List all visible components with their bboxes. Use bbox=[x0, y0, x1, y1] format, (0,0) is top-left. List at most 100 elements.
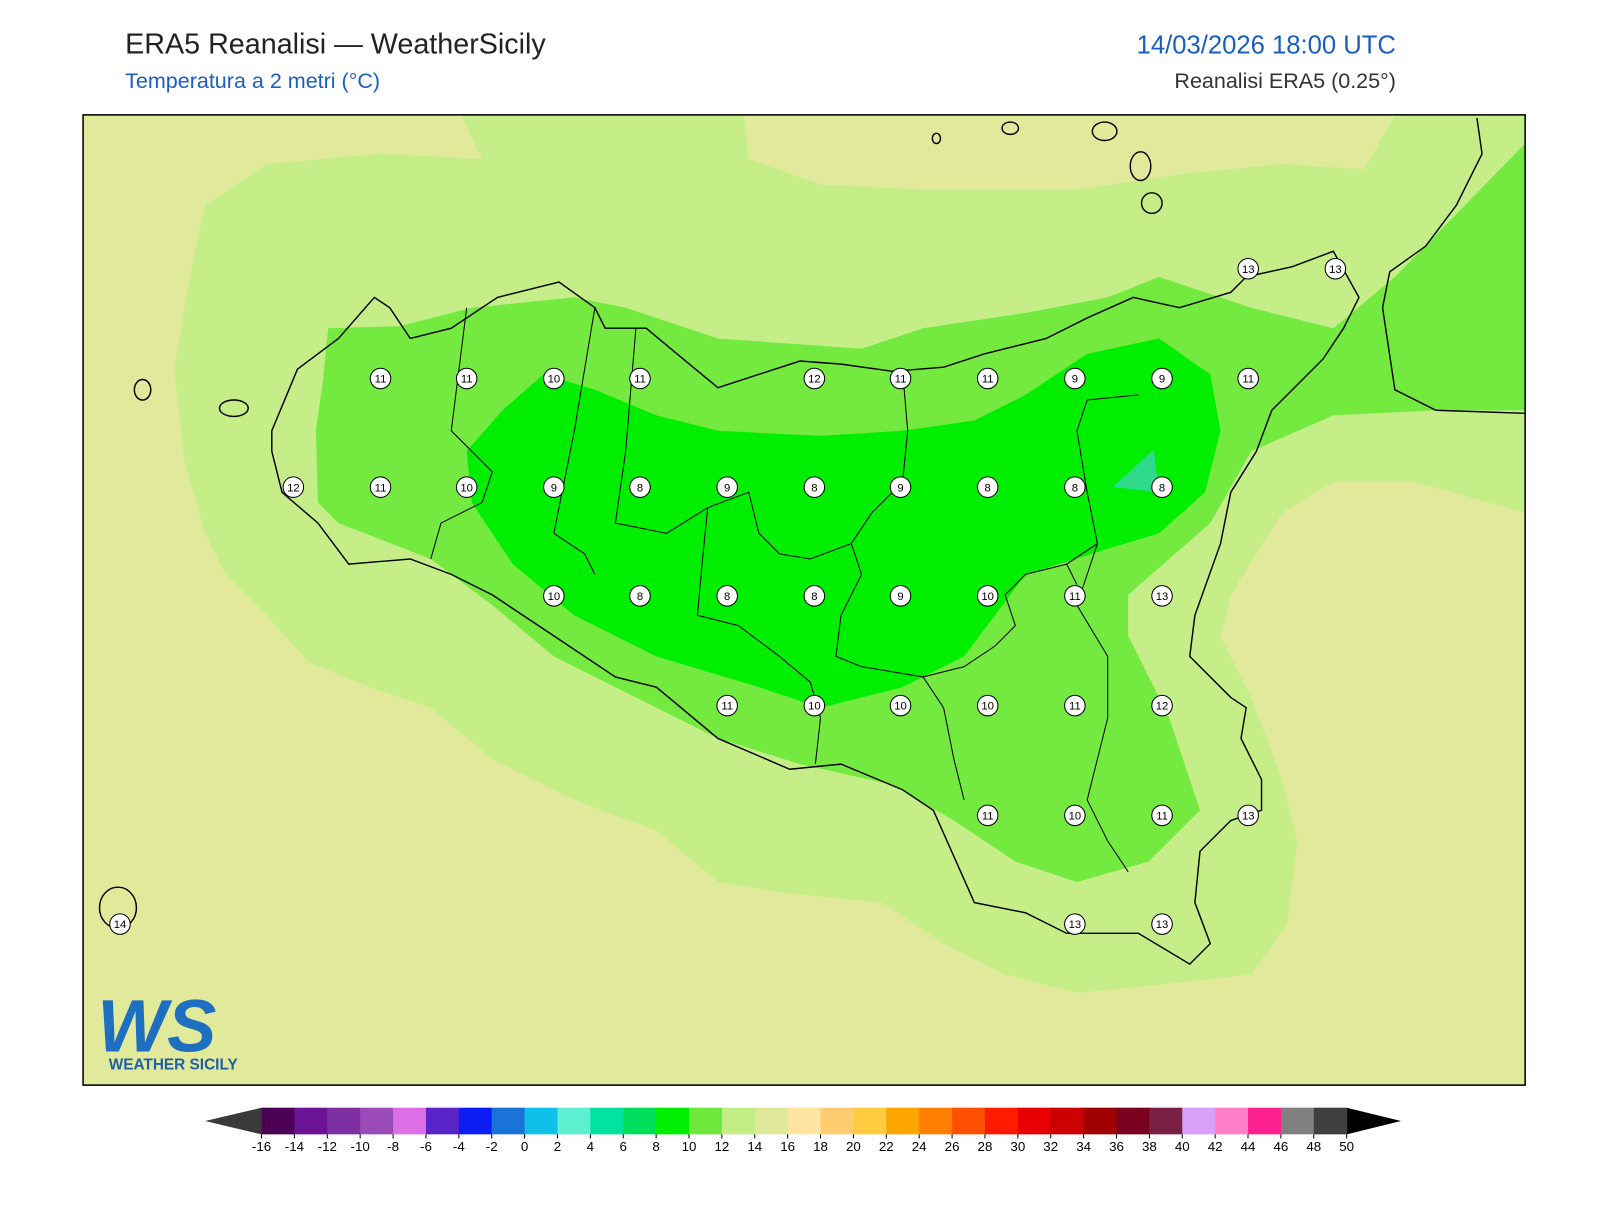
station-value: 10 bbox=[548, 374, 561, 386]
station-value: 11 bbox=[895, 374, 907, 386]
map: 11 11 10 11 12 11 11 9 9 11 13 13 12 11 10 9 8 9 8 9 8 8 8 10 8 8… bbox=[82, 114, 1526, 1086]
station-marker bbox=[716, 585, 738, 607]
colorbar-tick-label: 44 bbox=[1241, 1139, 1256, 1154]
colorbar-tick-label: 8 bbox=[652, 1139, 659, 1154]
island bbox=[133, 378, 152, 401]
station-marker bbox=[1151, 367, 1173, 390]
colorbar-segment bbox=[919, 1107, 953, 1135]
station-value: 10 bbox=[1069, 810, 1082, 822]
station-value: 11 bbox=[1156, 810, 1168, 822]
subtitle: Temperatura a 2 metri (°C) bbox=[125, 69, 380, 93]
colorbar-segment bbox=[491, 1107, 526, 1135]
colorbar-tick-label: 50 bbox=[1339, 1139, 1354, 1154]
colorbar-segment bbox=[1248, 1107, 1282, 1135]
station-value: 10 bbox=[460, 482, 473, 494]
colorbar-tick-label: 12 bbox=[714, 1139, 729, 1154]
station: 9 bbox=[716, 476, 738, 498]
colorbar-tick-label: 16 bbox=[780, 1139, 795, 1154]
logo: WS WEATHER SICILY bbox=[97, 984, 237, 1073]
colorbar-segment bbox=[458, 1107, 493, 1135]
island bbox=[1091, 121, 1118, 142]
colorbar-segment bbox=[656, 1107, 690, 1135]
coastlines bbox=[98, 117, 1526, 966]
station: 11 bbox=[369, 367, 392, 390]
colorbar-tick-label: 4 bbox=[587, 1139, 595, 1154]
station: 12 bbox=[282, 476, 305, 498]
colorbar-tick-label: -4 bbox=[453, 1139, 465, 1154]
station-value: 11 bbox=[982, 374, 994, 386]
station: 8 bbox=[803, 476, 826, 498]
station-marker bbox=[1064, 367, 1086, 390]
station-marker bbox=[1064, 476, 1086, 498]
colorbar-tick-label: -14 bbox=[285, 1139, 305, 1154]
station-marker bbox=[543, 476, 565, 498]
station: 11 bbox=[976, 804, 999, 827]
station-value: 11 bbox=[375, 374, 387, 386]
station-marker bbox=[889, 367, 912, 390]
colorbar-segment bbox=[623, 1107, 657, 1135]
station-value: 8 bbox=[637, 591, 643, 603]
station-value: 13 bbox=[1329, 264, 1342, 276]
station-value: 8 bbox=[811, 591, 817, 603]
station-marker bbox=[803, 476, 826, 498]
station-value: 8 bbox=[1072, 482, 1078, 494]
colorbar-extend-low bbox=[205, 1107, 262, 1135]
colorbar-segment bbox=[1116, 1107, 1150, 1135]
colorbar-segment bbox=[721, 1107, 756, 1135]
station: 10 bbox=[976, 694, 999, 717]
colorbar-tick-label: 46 bbox=[1273, 1139, 1288, 1154]
contour-10 bbox=[466, 338, 1221, 708]
colorbar-tick-label: 38 bbox=[1142, 1139, 1157, 1154]
station-value: 10 bbox=[981, 701, 994, 713]
station-value: 8 bbox=[1159, 482, 1165, 494]
station-value: 13 bbox=[1242, 264, 1255, 276]
colorbar-tick-label: -8 bbox=[387, 1139, 399, 1154]
colorbar-tick-label: 32 bbox=[1043, 1139, 1058, 1154]
station: 8 bbox=[976, 476, 999, 498]
station: 11 bbox=[1064, 585, 1086, 607]
station: 12 bbox=[803, 367, 826, 390]
station-value: 12 bbox=[1156, 701, 1169, 713]
colorbar-tick-label: 42 bbox=[1208, 1139, 1223, 1154]
station-marker bbox=[369, 367, 392, 390]
colorbar-segment bbox=[689, 1107, 723, 1135]
station: 13 bbox=[1237, 804, 1259, 827]
station-marker bbox=[1151, 476, 1173, 498]
station: 11 bbox=[629, 367, 651, 390]
station-value: 9 bbox=[1159, 374, 1165, 386]
station-value: 9 bbox=[551, 482, 557, 494]
station-marker bbox=[716, 476, 738, 498]
colorbar-tick-label: 18 bbox=[813, 1139, 828, 1154]
station-value: 13 bbox=[1242, 810, 1255, 822]
colorbar-segment bbox=[360, 1107, 394, 1135]
station-value: 9 bbox=[724, 482, 730, 494]
station-value: 11 bbox=[461, 374, 473, 386]
colorbar-segment bbox=[886, 1107, 920, 1135]
station-value: 11 bbox=[721, 701, 733, 713]
station: 13 bbox=[1237, 257, 1259, 280]
station-marker bbox=[976, 804, 999, 827]
station-marker bbox=[455, 476, 478, 498]
colorbar-tick-label: -2 bbox=[486, 1139, 498, 1154]
colorbar-segment bbox=[1215, 1107, 1249, 1135]
station-marker bbox=[109, 913, 131, 935]
station-marker bbox=[1151, 694, 1173, 717]
station: 8 bbox=[803, 585, 826, 607]
station-marker bbox=[1237, 804, 1259, 827]
station-marker bbox=[889, 476, 912, 498]
station-marker bbox=[889, 585, 912, 607]
station: 10 bbox=[803, 694, 826, 717]
station-value: 10 bbox=[981, 591, 994, 603]
colorbar-segment bbox=[261, 1107, 295, 1135]
colorbar-tick-label: 10 bbox=[682, 1139, 697, 1154]
station: 8 bbox=[1064, 476, 1086, 498]
colorbar-extend-high bbox=[1346, 1107, 1402, 1135]
station: 8 bbox=[1151, 476, 1173, 498]
station-marker bbox=[369, 476, 392, 498]
station-marker bbox=[629, 476, 651, 498]
station: 11 bbox=[1151, 804, 1173, 827]
station-value: 8 bbox=[985, 482, 991, 494]
island bbox=[1129, 151, 1152, 182]
station: 11 bbox=[889, 367, 912, 390]
colorbar-segment bbox=[1017, 1107, 1052, 1135]
